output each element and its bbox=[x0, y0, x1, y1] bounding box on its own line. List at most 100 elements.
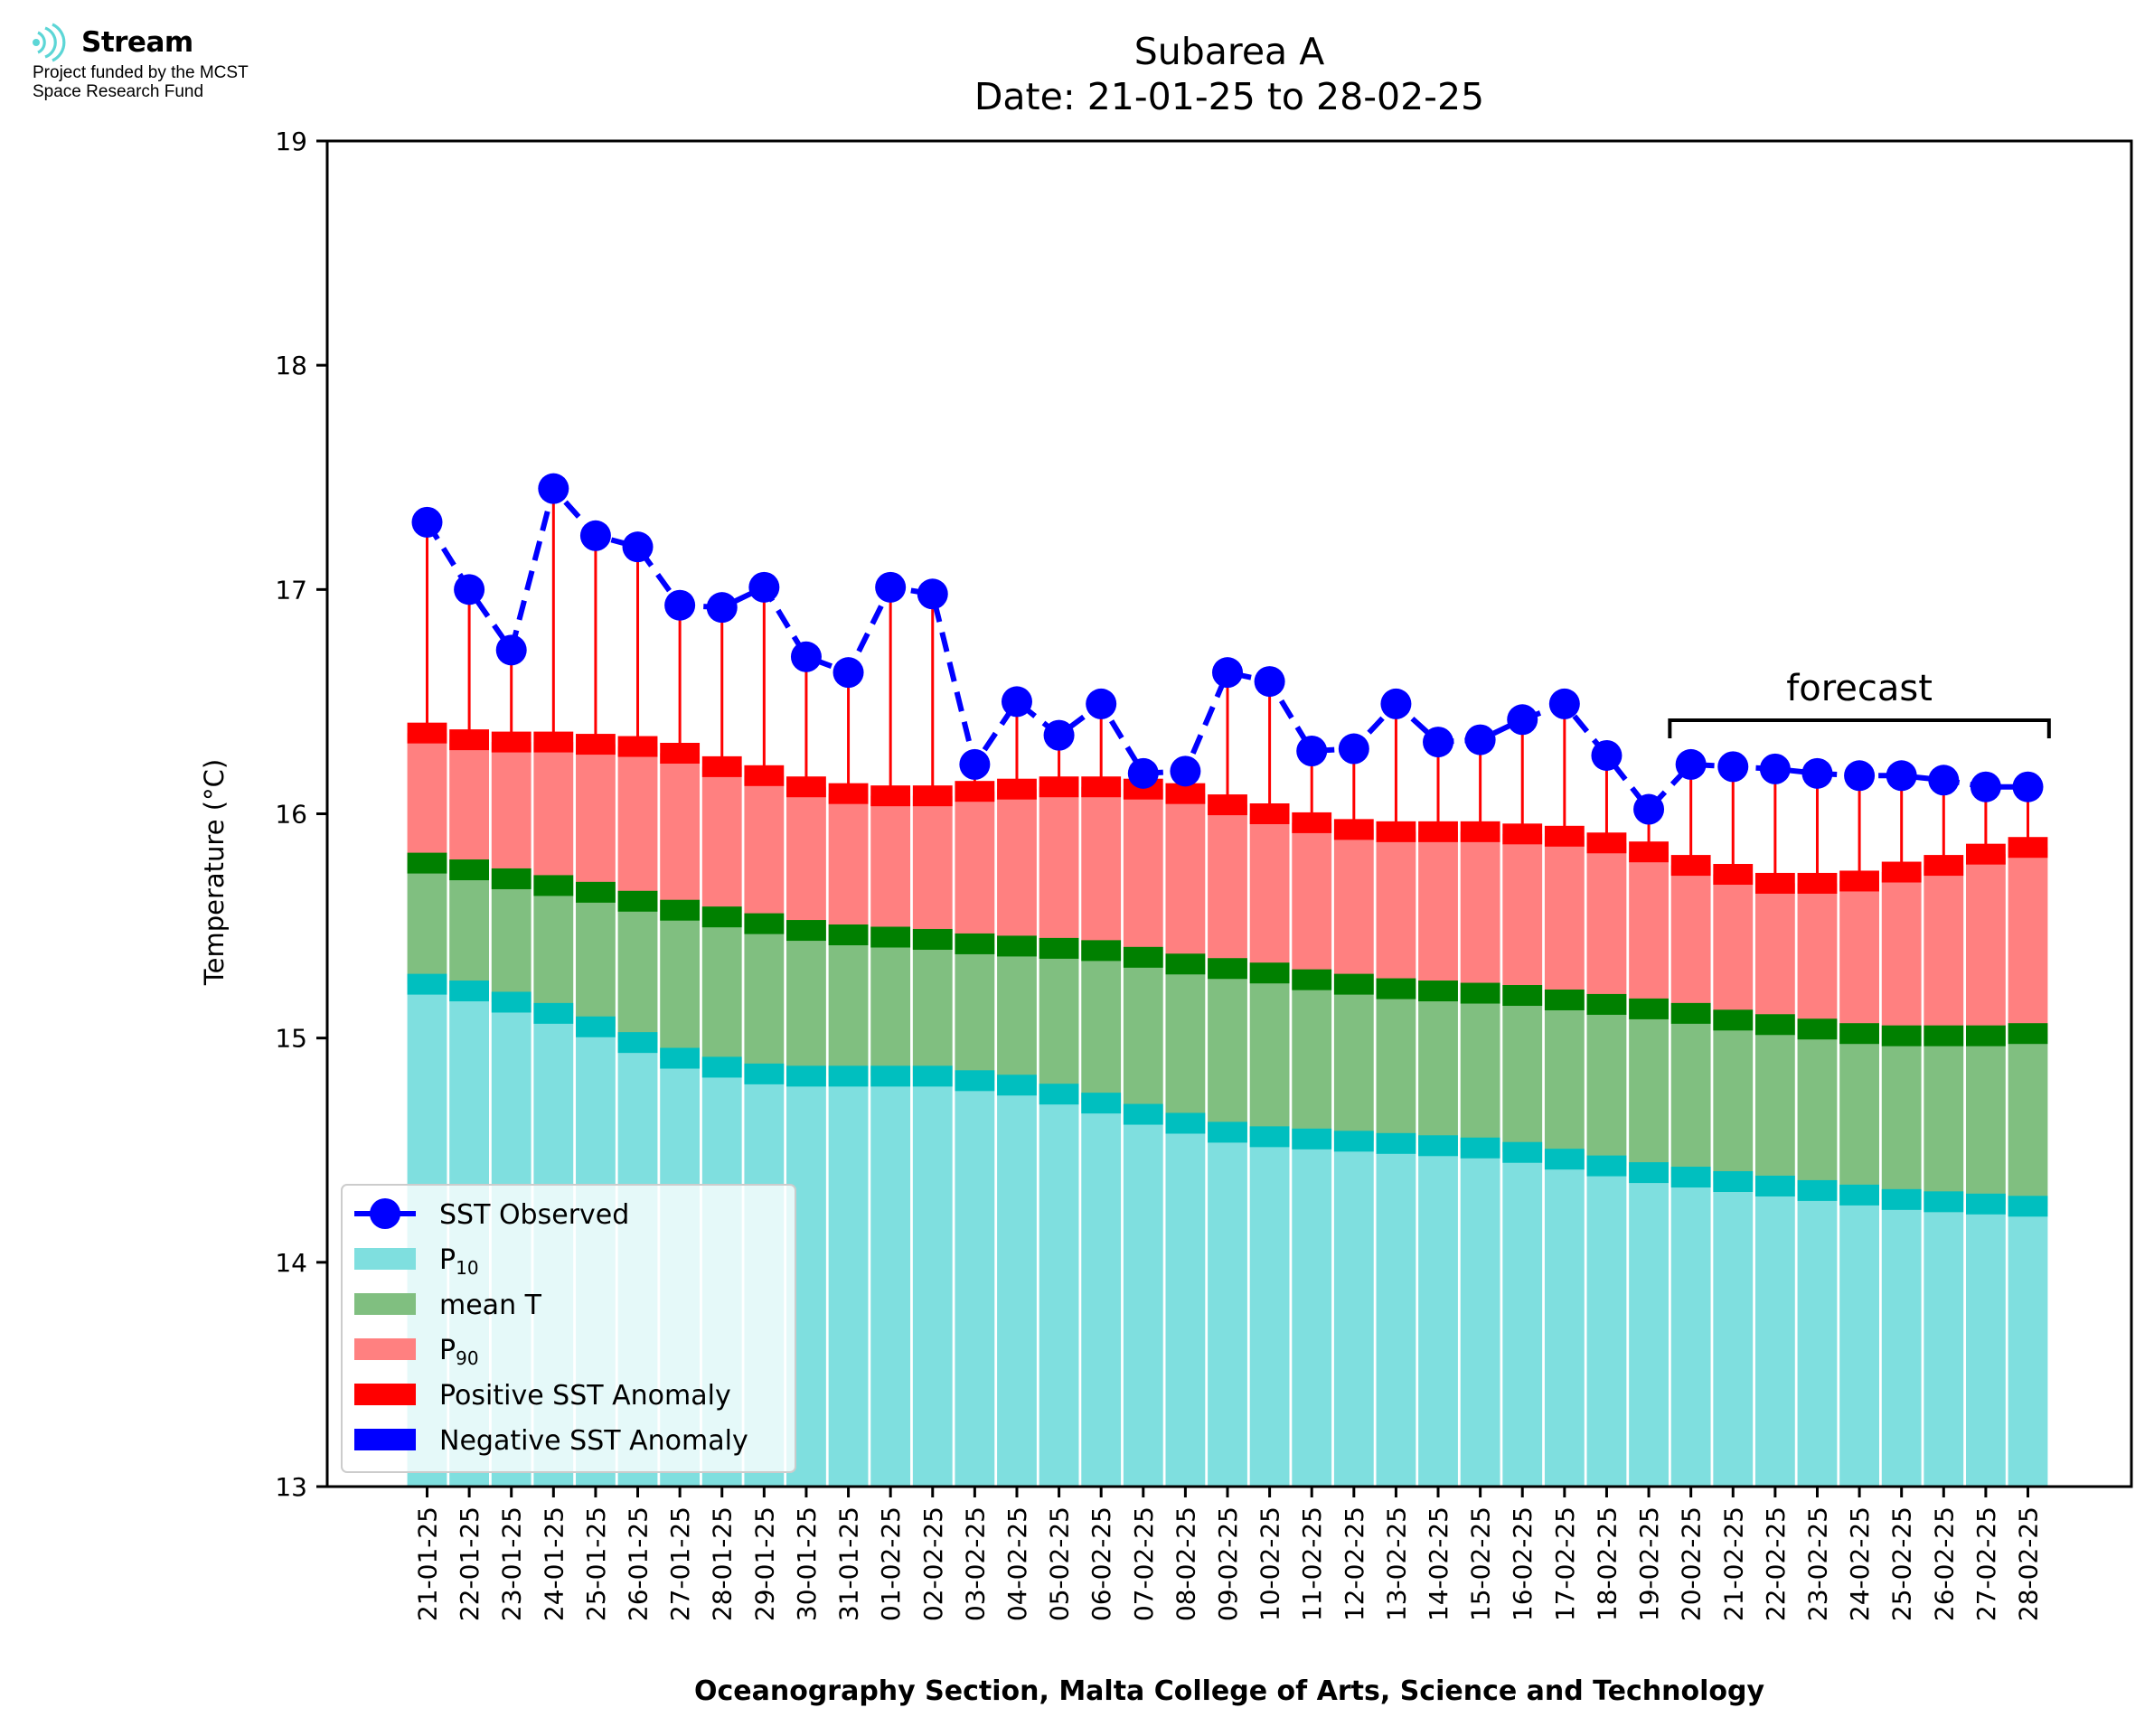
bar-marker-mean-t bbox=[786, 920, 826, 942]
bar-p90 bbox=[1333, 829, 1374, 985]
bar-marker-p10 bbox=[1333, 1131, 1374, 1152]
bar-mean-t bbox=[491, 878, 531, 1002]
bar-mean-t bbox=[1081, 950, 1122, 1103]
x-tick-label: 30-01-25 bbox=[792, 1506, 822, 1621]
y-tick-label: 15 bbox=[275, 1024, 307, 1054]
x-tick-label: 01-02-25 bbox=[876, 1506, 906, 1621]
bar-p10 bbox=[1165, 1122, 1206, 1487]
bar-marker-mean-t bbox=[1208, 958, 1247, 980]
bar-mean-t bbox=[1376, 989, 1416, 1144]
legend-label-subscript: 10 bbox=[456, 1257, 478, 1279]
bar-p90 bbox=[533, 742, 574, 886]
bar-p10 bbox=[2008, 1206, 2048, 1487]
bar-p90 bbox=[407, 733, 447, 864]
sst-observed-point bbox=[411, 506, 443, 538]
forecast-bracket bbox=[1668, 718, 2051, 738]
bar-p10 bbox=[1039, 1093, 1079, 1487]
sst-observed-point bbox=[1717, 751, 1749, 783]
bar-p90 bbox=[1544, 836, 1585, 1000]
bar-marker-p10 bbox=[1123, 1103, 1163, 1125]
bar-marker-mean-t bbox=[1544, 989, 1585, 1010]
sst-observed-point bbox=[1886, 760, 1917, 792]
y-tick-label: 18 bbox=[275, 351, 307, 380]
bar-mean-t bbox=[1713, 1019, 1754, 1182]
x-tick-label: 21-01-25 bbox=[413, 1506, 443, 1621]
bar-marker-p10 bbox=[533, 1002, 574, 1024]
logo-block: Stream Project funded by the MCST Space … bbox=[33, 22, 249, 101]
legend-box bbox=[341, 1184, 796, 1473]
x-tick-label: 28-01-25 bbox=[708, 1506, 738, 1621]
sst-observed-point bbox=[1675, 748, 1707, 780]
legend-label: Positive SST Anomaly bbox=[439, 1380, 731, 1412]
bar-mean-t bbox=[1208, 968, 1247, 1132]
sst-observed-point bbox=[875, 571, 907, 603]
bar-p90 bbox=[912, 795, 953, 940]
bar-marker-p10 bbox=[828, 1065, 869, 1087]
legend-label: Negative SST Anomaly bbox=[439, 1425, 748, 1457]
y-axis: 13 14 15 16 17 18 19 bbox=[275, 127, 327, 1502]
sst-observed-point bbox=[1423, 727, 1454, 758]
bar-marker-p10 bbox=[1292, 1128, 1332, 1150]
bar-marker-mean-t bbox=[2008, 1023, 2048, 1045]
bar-p90 bbox=[2008, 847, 2048, 1034]
x-tick-label: 26-01-25 bbox=[624, 1506, 654, 1621]
bar-p90 bbox=[786, 786, 826, 931]
bar-p90 bbox=[1754, 883, 1795, 1025]
bar-mean-t bbox=[1039, 948, 1079, 1094]
bar-marker-mean-t bbox=[1376, 978, 1416, 999]
bar-marker-p10 bbox=[1924, 1191, 1964, 1213]
bar-p10 bbox=[1208, 1131, 1247, 1487]
x-tick-label: 02-02-25 bbox=[918, 1506, 948, 1621]
bar-mean-t bbox=[1292, 980, 1332, 1140]
x-tick-label: 15-02-25 bbox=[1466, 1506, 1496, 1621]
bar-p10 bbox=[997, 1084, 1037, 1487]
bar-marker-mean-t bbox=[1418, 981, 1458, 1002]
bar-marker-mean-t bbox=[1081, 940, 1122, 962]
forecast-annotation: forecast bbox=[1668, 668, 2051, 738]
bar-marker-mean-t bbox=[1502, 985, 1543, 1007]
bar-mean-t bbox=[744, 924, 785, 1074]
legend-label: mean T bbox=[439, 1290, 542, 1321]
y-tick-label: 13 bbox=[275, 1472, 307, 1502]
sst-observed-point bbox=[706, 592, 738, 624]
bar-marker-mean-t bbox=[997, 935, 1037, 957]
bar-marker-p10 bbox=[617, 1032, 658, 1054]
sst-observed-point bbox=[1127, 757, 1159, 789]
bar-marker-p10 bbox=[449, 981, 490, 1002]
bar-marker-p10 bbox=[870, 1065, 911, 1087]
bar-p90 bbox=[1924, 865, 1964, 1037]
bar-marker-mean-t bbox=[701, 906, 742, 928]
chart-title: Subarea A bbox=[1134, 30, 1325, 73]
bar-mean-t bbox=[1797, 1028, 1838, 1191]
bar-mean-t bbox=[617, 901, 658, 1043]
x-tick-label: 03-02-25 bbox=[960, 1506, 990, 1621]
bar-p10 bbox=[912, 1075, 953, 1487]
funding-line-2: Space Research Fund bbox=[33, 82, 204, 101]
bar-p10 bbox=[1713, 1181, 1754, 1487]
bar-p10 bbox=[955, 1080, 995, 1487]
bar-mean-t bbox=[912, 939, 953, 1076]
x-axis: 21-01-25 22-01-25 23-01-25 24-01-25 25-01-25… bbox=[413, 1487, 2044, 1621]
bar-p10 bbox=[1418, 1145, 1458, 1487]
bar-p90 bbox=[1039, 786, 1079, 949]
sst-observed-point bbox=[1170, 755, 1201, 787]
bar-marker-mean-t bbox=[1924, 1025, 1964, 1046]
bar-marker-p10 bbox=[1039, 1084, 1079, 1105]
x-tick-label: 11-02-25 bbox=[1297, 1506, 1327, 1621]
sst-observed-point bbox=[1086, 688, 1117, 719]
x-tick-label: 23-01-25 bbox=[497, 1506, 527, 1621]
bar-marker-mean-t bbox=[1797, 1018, 1838, 1040]
bar-p90 bbox=[1123, 789, 1163, 958]
bar-p90 bbox=[1418, 831, 1458, 991]
bar-p90 bbox=[997, 789, 1037, 946]
bar-p10 bbox=[1754, 1186, 1795, 1487]
bar-marker-p10 bbox=[1376, 1132, 1416, 1154]
x-tick-label: 21-02-25 bbox=[1718, 1506, 1748, 1621]
x-tick-label: 18-02-25 bbox=[1592, 1506, 1622, 1621]
sst-observed-point bbox=[1548, 688, 1580, 719]
bar-marker-mean-t bbox=[828, 924, 869, 946]
sst-observed-point bbox=[1338, 733, 1369, 765]
bar-marker-p10 bbox=[1713, 1170, 1754, 1192]
bar-p90 bbox=[701, 766, 742, 917]
bar-p90 bbox=[1965, 854, 2006, 1037]
